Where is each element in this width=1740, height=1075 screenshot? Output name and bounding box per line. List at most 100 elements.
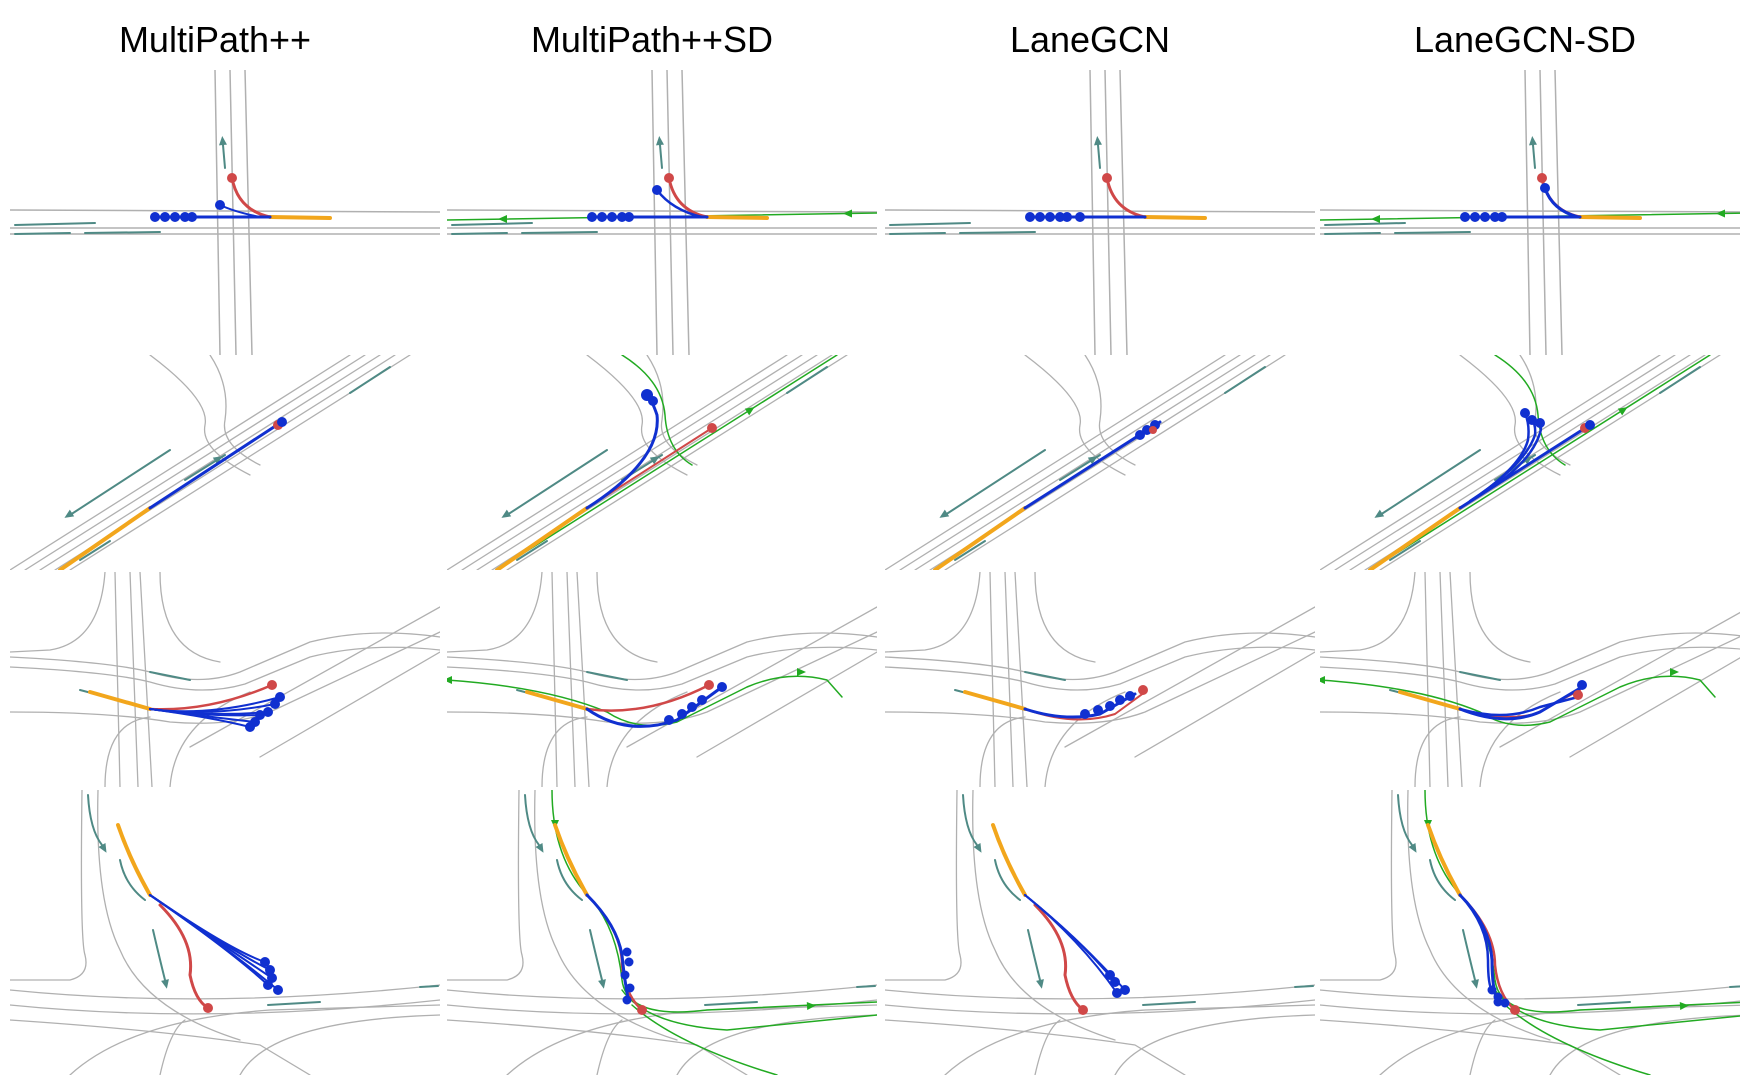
scene-plot: [447, 70, 877, 355]
ground-truth-endpoint: [227, 173, 237, 183]
column-title-multipath-sd: MultiPath++SD: [530, 19, 774, 60]
lane-line: [1320, 572, 1416, 653]
lane-arrow-line: [119, 859, 146, 901]
lane-line: [1569, 657, 1740, 758]
lane-arrow-line: [521, 231, 598, 234]
history-trajectory: [933, 506, 1027, 570]
lane-arrow-line: [959, 231, 1036, 234]
history-trajectory: [963, 690, 1027, 711]
lane-arrow-line: [14, 222, 96, 226]
lane-arrow: [1408, 843, 1417, 853]
predicted-endpoint: [1460, 212, 1470, 222]
predicted-endpoint: [263, 707, 273, 717]
history-trajectory: [1398, 690, 1462, 711]
lane-arrow-line: [1294, 985, 1314, 988]
lane-line: [1407, 790, 1551, 1041]
lane-arrow-line: [87, 794, 103, 846]
lane-line: [1439, 572, 1449, 787]
lane-arrow-line: [1429, 859, 1456, 901]
lane-arrow: [1087, 456, 1098, 465]
scene-plot: [10, 70, 440, 355]
panel-curve-2: [885, 572, 1315, 787]
lane-arrow-line: [1224, 366, 1266, 394]
lane-line: [10, 646, 440, 691]
lane-arrow-line: [994, 859, 1021, 901]
ground-truth-endpoint: [664, 173, 674, 183]
predicted-endpoint: [620, 970, 630, 980]
predicted-trajectory: [149, 708, 251, 728]
panel-diagonal-1: [447, 355, 877, 570]
lane-line: [551, 572, 558, 787]
predicted-trajectory: [1024, 894, 1118, 994]
panel-merge-3: [1320, 790, 1740, 1075]
lane-line: [10, 1019, 311, 1075]
lane-arrow-line: [786, 366, 828, 394]
lane-arrow-line: [451, 222, 533, 226]
predicted-endpoint: [260, 957, 270, 967]
lane-arrow-line: [1659, 366, 1701, 394]
lane-line: [447, 790, 524, 981]
predicted-endpoint: [1093, 705, 1103, 715]
lane-line: [447, 999, 877, 1015]
lane-arrow-line: [889, 222, 971, 226]
lane-arrow-line: [1462, 929, 1476, 981]
lane-line: [972, 790, 1116, 1041]
lane-line: [696, 651, 877, 758]
lane-line: [1349, 355, 1691, 570]
lane-arrow-line: [1142, 1001, 1196, 1006]
history-trajectory: [1143, 215, 1207, 220]
predicted-endpoint: [255, 710, 265, 720]
lane-line: [244, 70, 253, 355]
lane-arrow-line: [149, 671, 191, 681]
lane-line: [447, 209, 877, 213]
predicted-endpoint: [1497, 212, 1507, 222]
ground-truth-endpoint: [1510, 1005, 1520, 1015]
lane-line: [1459, 355, 1561, 476]
lane-arrow-line: [524, 794, 540, 846]
sd-route-arrow: [806, 1002, 816, 1010]
predicted-endpoint: [245, 722, 255, 732]
predicted-endpoint: [1535, 418, 1545, 428]
predicted-endpoint: [697, 695, 707, 705]
sd-route: [496, 355, 838, 570]
lane-line: [885, 209, 1315, 213]
scene-plot: [885, 355, 1286, 570]
lane-line: [1004, 572, 1014, 787]
predicted-endpoint: [717, 682, 727, 692]
ground-truth-endpoint: [1102, 173, 1112, 183]
predicted-trajectory: [1458, 695, 1580, 717]
lane-arrow: [973, 843, 982, 853]
lane-line: [1320, 1000, 1740, 1015]
lane-arrow-line: [1097, 144, 1101, 169]
lane-arrow: [64, 509, 75, 518]
predicted-endpoint: [277, 417, 287, 427]
ground-truth-endpoint: [1149, 426, 1157, 434]
lane-line: [1034, 1019, 1061, 1075]
predicted-endpoint: [597, 212, 607, 222]
lane-line: [10, 631, 440, 724]
panel-curve-0: [10, 572, 440, 787]
scene-plot: [10, 790, 440, 1075]
history-trajectory: [991, 823, 1027, 897]
lane-arrow-line: [1577, 1001, 1631, 1006]
panel-diagonal-2: [885, 355, 1315, 570]
lane-line: [229, 70, 237, 355]
predicted-endpoint: [1142, 425, 1152, 435]
lane-line: [885, 999, 1315, 1015]
ground-truth-endpoint: [203, 1003, 213, 1013]
lane-line: [1034, 572, 1096, 663]
predicted-endpoint: [1585, 420, 1595, 430]
panel-merge-2: [885, 790, 1315, 1075]
sd-route: [1494, 355, 1566, 466]
predicted-endpoint: [170, 212, 180, 222]
scene-plot: [10, 572, 440, 787]
panel-intersection-2: [885, 70, 1315, 355]
lane-arrow-line: [267, 1001, 321, 1006]
predicted-endpoint: [1025, 212, 1035, 222]
lane-line: [1024, 355, 1126, 476]
predicted-endpoint: [1490, 212, 1500, 222]
sd-route-arrow: [843, 209, 852, 218]
history-trajectory: [1368, 506, 1462, 570]
lane-line: [885, 1019, 1186, 1075]
lane-line: [1104, 70, 1112, 355]
